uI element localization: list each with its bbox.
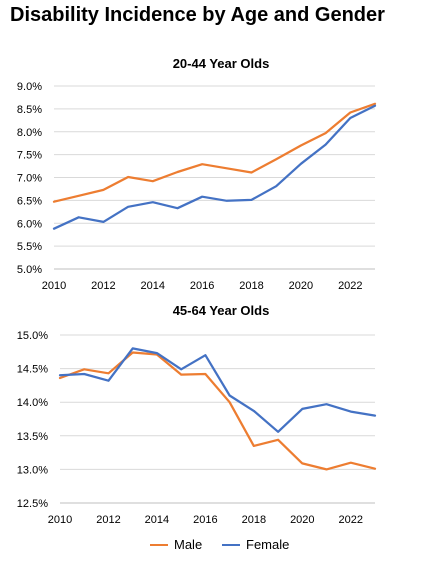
x-tick-label: 2012 — [91, 280, 115, 292]
y-tick-label: 6.0% — [17, 218, 42, 230]
series-line-male — [54, 104, 375, 202]
legend-label-female: Female — [246, 537, 289, 552]
legend-label-male: Male — [174, 537, 202, 552]
x-tick-label: 2018 — [242, 514, 266, 526]
x-tick-label: 2020 — [290, 514, 314, 526]
series-line-female — [60, 348, 375, 431]
y-tick-label: 5.5% — [17, 241, 42, 253]
legend-item-female: Female — [222, 537, 289, 552]
y-tick-label: 12.5% — [17, 498, 48, 510]
x-tick-label: 2022 — [339, 514, 363, 526]
x-tick-label: 2022 — [338, 280, 362, 292]
legend-swatch-female — [222, 544, 240, 546]
y-tick-label: 14.0% — [17, 397, 48, 409]
x-tick-label: 2018 — [239, 280, 263, 292]
x-tick-label: 2010 — [42, 280, 66, 292]
y-tick-label: 8.5% — [17, 104, 42, 116]
legend-item-male: Male — [150, 537, 202, 552]
x-tick-label: 2014 — [141, 280, 165, 292]
x-tick-label: 2016 — [190, 280, 214, 292]
y-tick-label: 5.0% — [17, 264, 42, 276]
y-tick-label: 15.0% — [17, 330, 48, 342]
y-tick-label: 8.0% — [17, 127, 42, 139]
y-tick-label: 14.5% — [17, 364, 48, 376]
y-tick-label: 9.0% — [17, 81, 42, 93]
x-tick-label: 2020 — [289, 280, 313, 292]
y-tick-label: 13.0% — [17, 464, 48, 476]
x-tick-label: 2014 — [145, 514, 169, 526]
series-line-male — [60, 353, 375, 470]
x-tick-label: 2012 — [96, 514, 120, 526]
y-tick-label: 13.5% — [17, 431, 48, 443]
y-tick-label: 7.0% — [17, 173, 42, 185]
y-tick-label: 7.5% — [17, 150, 42, 162]
y-tick-label: 6.5% — [17, 195, 42, 207]
x-tick-label: 2016 — [193, 514, 217, 526]
legend-swatch-male — [150, 544, 168, 546]
x-tick-label: 2010 — [48, 514, 72, 526]
